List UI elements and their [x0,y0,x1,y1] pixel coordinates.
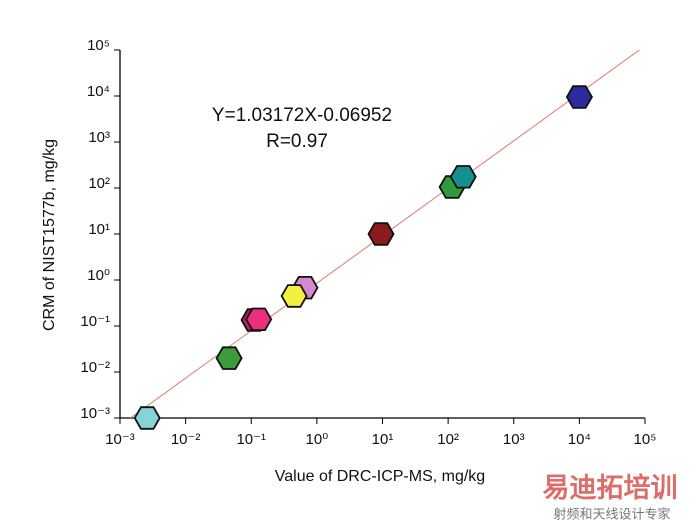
y-tick-label: 10⁰ [87,267,110,284]
watermark: 射频和天线设计专家 [553,506,670,521]
x-tick-label: 10² [437,431,459,448]
y-tick-label: 10⁵ [87,37,110,54]
r-value: R=0.97 [266,131,328,152]
y-tick-label: 10¹ [88,221,110,238]
equation: Y=1.03172X-0.06952 [212,105,392,126]
point [565,85,593,109]
y-tick-label: 10² [88,175,110,192]
y-tick-label: 10³ [88,129,110,146]
x-axis-label: Value of DRC-ICP-MS, mg/kg [275,468,485,485]
x-tick-label: 10⁴ [568,431,591,448]
x-tick-label: 10³ [503,431,525,448]
y-tick-label: 10⁻² [80,359,110,376]
point [215,346,243,370]
x-tick-label: 10⁻¹ [236,431,266,448]
x-tick-label: 10⁻³ [105,431,135,448]
y-tick-label: 10⁴ [87,83,110,100]
y-tick-label: 10⁻³ [80,405,110,422]
point [449,165,477,189]
x-tick-label: 10¹ [372,431,394,448]
x-tick-label: 10⁰ [306,431,329,448]
x-tick-label: 10⁻² [171,431,201,448]
point [367,222,395,246]
point [133,406,161,430]
y-tick-label: 10⁻¹ [80,313,110,330]
x-tick-label: 10⁵ [634,431,657,448]
y-axis-label: CRM of NIST1577b, mg/kg [41,139,58,331]
watermark: 易迪拓培训 [543,473,678,503]
point [280,284,308,308]
point [245,307,273,332]
